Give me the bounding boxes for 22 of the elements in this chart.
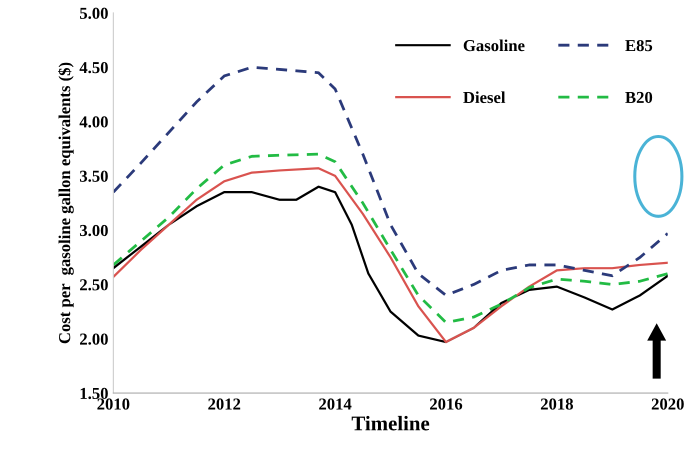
line-series xyxy=(113,152,668,324)
line-series xyxy=(113,66,668,297)
x-tick-label: 2020 xyxy=(652,398,684,410)
x-axis-title: Timeline xyxy=(352,416,430,430)
x-tick-label: 2014 xyxy=(319,398,352,410)
x-tick-label: 2010 xyxy=(97,398,130,410)
y-tick-label: 1.50 xyxy=(80,388,108,400)
y-tick-label: 3.00 xyxy=(80,224,108,236)
y-tick-label: 5.00 xyxy=(80,8,108,19)
legend-label: E85 xyxy=(625,40,652,52)
x-tick-label: 2018 xyxy=(540,398,573,410)
y-tick-label: 4.50 xyxy=(80,62,108,74)
x-tick-label: 2012 xyxy=(208,398,240,410)
y-tick-label: 4.00 xyxy=(80,116,108,128)
legend-label: Diesel xyxy=(463,91,506,104)
x-tick-label: 2016 xyxy=(430,398,462,410)
y-axis-title: Cost per gasoline gallon equivalents ($) xyxy=(58,62,74,344)
legend-label: B20 xyxy=(625,92,652,104)
y-tick-label: 2.00 xyxy=(80,333,108,345)
legend-label: Gasoline xyxy=(464,39,525,52)
y-tick-label: 2.50 xyxy=(80,279,108,290)
y-tick-label: 3.50 xyxy=(80,170,108,182)
